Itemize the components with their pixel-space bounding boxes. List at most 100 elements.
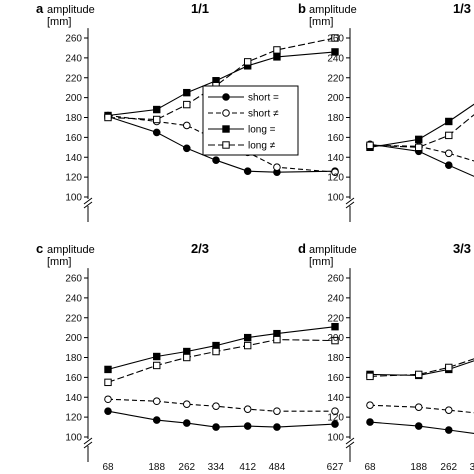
data-point-long-unequal	[445, 363, 453, 372]
data-point-long-unequal	[366, 372, 374, 381]
y-tick-label: 100	[327, 433, 344, 444]
data-point-short-equal	[212, 156, 220, 165]
legend-marker-short-unequal	[222, 109, 230, 117]
data-point-long-equal	[183, 88, 191, 97]
data-point-long-unequal	[366, 141, 374, 150]
data-point-long-unequal	[445, 131, 453, 140]
data-point-long-equal	[273, 53, 281, 61]
data-point-long-equal	[153, 352, 161, 361]
data-point-long-equal	[183, 347, 191, 356]
axis-break-mark	[83, 437, 93, 445]
legend: short = short ≠ long = long ≠	[202, 85, 299, 156]
y-axis-label: amplitude	[47, 4, 95, 16]
data-point-short-equal	[243, 167, 252, 175]
chart-title: 1/3	[453, 1, 471, 16]
x-tick-label: 188	[148, 462, 165, 473]
chart-title: 1/1	[191, 1, 209, 16]
series-line-long-equal	[369, 103, 474, 148]
y-axis-label: amplitude	[309, 4, 357, 16]
data-point-short-equal	[212, 423, 220, 431]
panel-c: c amplitude[mm]2/310012014016018020022024…	[36, 241, 344, 473]
y-tick-label: 160	[327, 133, 344, 144]
legend-marker-long-equal	[222, 125, 230, 133]
y-tick-label: 140	[65, 153, 82, 164]
y-tick-label: 200	[65, 93, 82, 104]
data-point-long-unequal	[415, 370, 423, 379]
y-tick-label: 160	[327, 373, 344, 384]
y-tick-label: 120	[65, 413, 82, 424]
data-point-long-unequal	[153, 115, 161, 124]
panel-a: a amplitude[mm]1/110012014016018020022024…	[36, 1, 339, 222]
y-tick-label: 260	[327, 274, 344, 285]
y-tick-label: 140	[65, 393, 82, 404]
data-point-short-unequal	[273, 407, 281, 415]
y-tick-label: 140	[327, 153, 344, 164]
y-tick-label: 100	[327, 193, 344, 204]
x-tick-label: 484	[269, 462, 286, 473]
y-tick-label: 220	[65, 313, 82, 324]
panel-letter-c: c	[36, 241, 43, 256]
data-point-short-equal	[152, 416, 161, 424]
data-point-short-equal	[273, 423, 281, 431]
data-point-long-equal	[331, 322, 339, 331]
y-tick-label: 240	[327, 53, 344, 64]
axis-break-mark	[83, 201, 93, 209]
data-point-short-equal	[104, 407, 112, 415]
legend-label-long-unequal: long ≠	[248, 141, 276, 152]
data-point-long-unequal	[104, 113, 112, 122]
data-point-long-unequal	[212, 347, 220, 356]
y-tick-label: 120	[327, 413, 344, 424]
data-point-short-equal	[366, 418, 374, 426]
data-point-short-unequal	[212, 402, 220, 410]
y-tick-label: 240	[65, 53, 82, 64]
series-line-short-equal	[107, 410, 336, 428]
data-point-short-equal	[331, 420, 339, 428]
legend-label-short-unequal: short ≠	[248, 109, 279, 120]
y-tick-label: 220	[65, 73, 82, 84]
y-tick-label: 140	[327, 393, 344, 404]
y-tick-label: 160	[65, 133, 82, 144]
panel-b: b amplitude[mm] 1/3 100 120 140 160 180 200 220 24…	[298, 1, 474, 222]
data-point-long-equal	[153, 105, 161, 114]
y-tick-label: 120	[327, 173, 344, 184]
y-tick-label: 100	[65, 193, 82, 204]
series-line-long-unequal	[369, 358, 474, 377]
axis-break-mark	[345, 197, 355, 205]
data-point-long-equal	[445, 117, 453, 126]
data-point-long-unequal	[415, 143, 423, 152]
y-tick-label: 200	[65, 333, 82, 344]
panel-letter-b: b	[298, 1, 306, 16]
x-tick-label: 68	[102, 462, 114, 473]
y-tick-label: 160	[65, 373, 82, 384]
data-point-short-equal	[152, 128, 161, 137]
data-point-long-unequal	[243, 58, 252, 66]
legend-marker-short-equal	[222, 93, 230, 101]
y-axis-unit: [mm]	[309, 256, 333, 268]
data-point-short-equal	[444, 426, 453, 434]
y-tick-label: 200	[327, 93, 344, 104]
y-axis-label: amplitude	[309, 244, 357, 256]
x-tick-label: 262	[178, 462, 195, 473]
data-point-short-unequal	[414, 403, 423, 411]
y-tick-label: 180	[65, 113, 82, 124]
y-tick-label: 260	[327, 34, 344, 45]
data-point-short-equal	[444, 161, 453, 169]
data-point-long-equal	[104, 365, 112, 374]
x-tick-label: 68	[364, 462, 376, 473]
data-point-long-unequal	[331, 336, 339, 345]
data-point-long-equal	[273, 329, 281, 338]
y-axis-unit: [mm]	[47, 16, 71, 28]
y-tick-label: 240	[327, 293, 344, 304]
y-tick-label: 100	[65, 433, 82, 444]
panel-d: d amplitude[mm] 3/3 100 120 140 160 180 200 220 24…	[298, 241, 474, 473]
axis-break-mark	[345, 437, 355, 445]
y-axis-label: amplitude	[47, 244, 95, 256]
y-tick-label: 220	[327, 73, 344, 84]
data-point-long-unequal	[104, 378, 112, 387]
series-line-long-unequal	[107, 339, 336, 383]
data-point-long-unequal	[273, 46, 281, 54]
axis-break-mark	[83, 441, 93, 449]
x-tick-label: 412	[239, 462, 256, 473]
data-point-long-unequal	[273, 335, 281, 344]
y-tick-label: 120	[65, 173, 82, 184]
